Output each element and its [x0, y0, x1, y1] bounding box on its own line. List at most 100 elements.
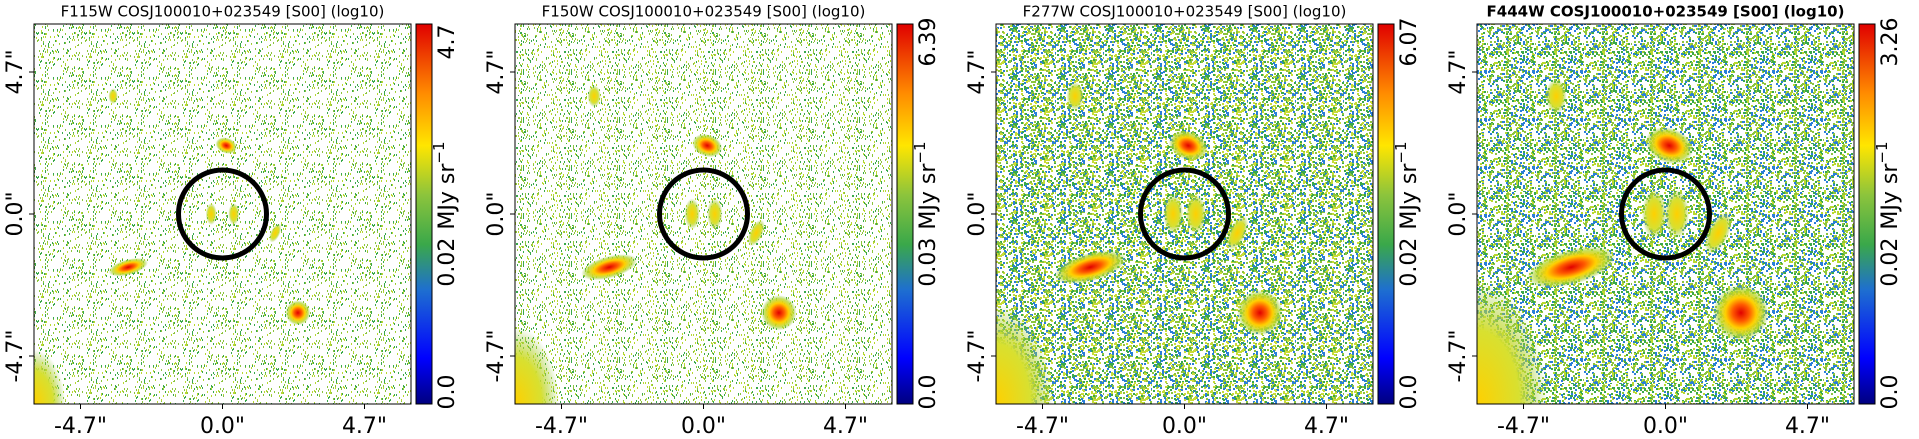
source: [1163, 193, 1184, 235]
x-tick-label: 4.7": [342, 414, 387, 439]
panel: F444W COSJ100010+023549 [S00] (log10) -4.…: [1446, 3, 1904, 439]
source: [684, 198, 700, 230]
source: [108, 258, 148, 277]
x-tick-label: -4.7": [1497, 414, 1550, 439]
colorbar-mid-tick: 0.02: [1397, 238, 1422, 287]
x-tick-label: -4.7": [535, 414, 588, 439]
colorbar-label: 0.02 MJy sr−1: [430, 141, 461, 286]
source: [581, 254, 638, 281]
aperture-circle: [1619, 167, 1712, 261]
colorbar-unit-exponent: −1: [1873, 141, 1891, 163]
y-tick-label: 4.7": [484, 49, 509, 94]
source: [269, 223, 282, 243]
source: [1054, 250, 1127, 285]
panel-title: F115W COSJ100010+023549 [S00] (log10): [61, 3, 385, 21]
colorbar-tick-label: 6.39: [916, 18, 941, 67]
colorbar-mid-tick: 0.02: [1878, 238, 1903, 287]
aperture-circle: [176, 167, 269, 261]
source: [1066, 81, 1084, 111]
noise: [996, 24, 1373, 404]
source: [205, 203, 217, 225]
source: [587, 85, 601, 108]
noise: [34, 24, 411, 404]
panel: F277W COSJ100010+023549 [S00] (log10) -4.…: [965, 3, 1423, 439]
image: [34, 24, 411, 404]
y-tick-label: 4.7": [1446, 49, 1471, 94]
source: [761, 295, 797, 331]
x-tick-label: 0.0": [200, 414, 245, 439]
aperture-circle: [657, 167, 750, 261]
colorbar: [1858, 23, 1876, 405]
x-tick-label: -4.7": [54, 414, 107, 439]
source: [1168, 130, 1208, 161]
image: [996, 24, 1373, 404]
y-tick-label: 0.0": [484, 191, 509, 236]
colorbar: [415, 23, 433, 405]
panel-title: F444W COSJ100010+023549 [S00] (log10): [1487, 3, 1845, 21]
source: [747, 219, 765, 247]
source: [215, 137, 237, 154]
colorbar-label: 0.02 MJy sr−1: [1873, 141, 1904, 286]
source: [1477, 281, 1548, 404]
panel: F115W COSJ100010+023549 [S00] (log10) -4.…: [3, 3, 460, 439]
y-tick-label: 0.0": [3, 191, 28, 236]
colorbar: [896, 23, 914, 405]
panel-title: F150W COSJ100010+023549 [S00] (log10): [542, 3, 866, 21]
x-tick-label: -4.7": [1016, 414, 1069, 439]
panel-title: F277W COSJ100010+023549 [S00] (log10): [1023, 3, 1347, 21]
colorbar-unit-exponent: −1: [911, 141, 929, 163]
colorbar-tick-label: 4.7: [435, 25, 460, 60]
colorbar-mid-tick: 0.02: [435, 238, 460, 287]
source: [228, 203, 240, 225]
colorbar-unit-exponent: −1: [430, 141, 448, 163]
aperture-circle: [1138, 167, 1231, 261]
source: [1645, 127, 1694, 165]
colorbar-unit: MJy sr: [1878, 163, 1903, 230]
y-tick-label: 4.7": [3, 49, 28, 94]
x-tick-label: 4.7": [1304, 414, 1349, 439]
source: [1185, 193, 1206, 235]
y-tick-label: -4.7": [484, 329, 509, 382]
y-tick-label: 0.0": [1446, 191, 1471, 236]
colorbar-tick-label: 0.0: [435, 375, 460, 410]
colorbar-tick-label: 0.0: [1878, 375, 1903, 410]
source: [1712, 284, 1769, 341]
source: [1226, 215, 1249, 251]
colorbar-unit: MJy sr: [1397, 163, 1422, 230]
colorbar-mid-tick: 0.03: [916, 238, 941, 287]
y-tick-label: 4.7": [965, 49, 990, 94]
x-tick-label: 4.7": [1785, 414, 1830, 439]
source: [996, 303, 1054, 404]
colorbar-tick-label: 0.0: [1397, 375, 1422, 410]
source: [1641, 189, 1667, 239]
noise: [515, 24, 892, 404]
y-tick-label: -4.7": [1446, 329, 1471, 382]
source: [707, 198, 723, 230]
x-tick-label: 0.0": [1162, 414, 1207, 439]
source: [1545, 78, 1567, 114]
x-tick-label: 0.0": [681, 414, 726, 439]
y-tick-label: -4.7": [965, 329, 990, 382]
source: [1704, 211, 1732, 255]
colorbar-tick-label: 3.26: [1878, 18, 1903, 67]
y-tick-label: -4.7": [3, 329, 28, 382]
colorbar-label: 0.03 MJy sr−1: [911, 141, 942, 286]
source: [515, 326, 560, 404]
colorbar-unit-exponent: −1: [1392, 141, 1410, 163]
image: [515, 24, 892, 404]
source: [285, 300, 311, 326]
source: [1664, 189, 1690, 239]
panel: F150W COSJ100010+023549 [S00] (log10) -4.…: [484, 3, 942, 439]
source: [1237, 289, 1283, 336]
source: [34, 349, 66, 404]
colorbar: [1377, 23, 1395, 405]
colorbar-label: 0.02 MJy sr−1: [1392, 141, 1423, 286]
y-tick-label: 0.0": [965, 191, 990, 236]
source: [108, 88, 118, 104]
image: [1477, 24, 1854, 404]
colorbar-unit: MJy sr: [916, 163, 941, 230]
x-tick-label: 0.0": [1643, 414, 1688, 439]
source: [692, 133, 723, 158]
